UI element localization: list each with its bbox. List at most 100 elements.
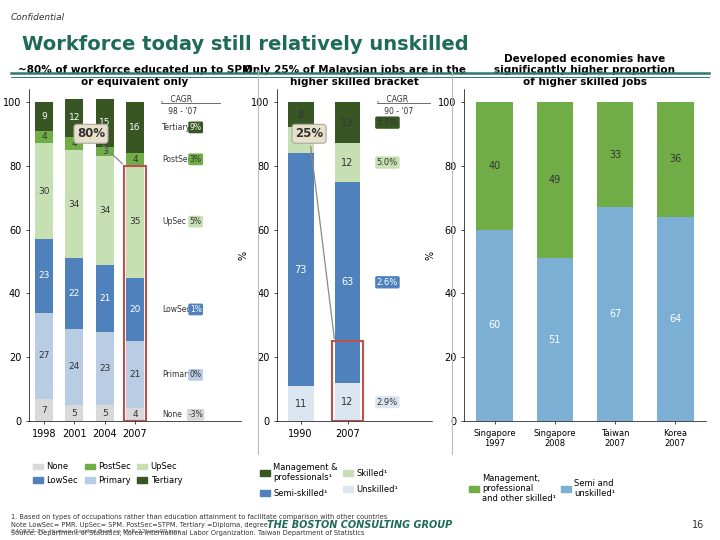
Bar (96, 156, 114, 265)
Bar (537, 102, 573, 258)
Text: Primary: Primary (162, 370, 192, 380)
Text: 7: 7 (41, 406, 47, 415)
Bar (657, 217, 693, 421)
Text: 34: 34 (68, 200, 80, 208)
Y-axis label: %: % (426, 251, 436, 260)
Legend: Management &
professionals¹, Semi-skilled¹, Skilled¹, Unskilled¹: Management & professionals¹, Semi-skille… (260, 463, 398, 498)
Text: 20: 20 (130, 305, 140, 314)
Text: 2.6%: 2.6% (377, 278, 398, 287)
Bar (66, 150, 84, 258)
Text: 2.9%: 2.9% (377, 397, 398, 407)
Text: 5%: 5% (189, 217, 202, 226)
Text: 11: 11 (294, 399, 307, 409)
Text: ,   CAGR
   90 - '07: , CAGR 90 - '07 (377, 96, 413, 116)
Bar (126, 102, 144, 153)
Text: 5: 5 (102, 409, 107, 418)
Text: 16: 16 (130, 123, 140, 132)
Text: UpSec: UpSec (162, 217, 186, 226)
Text: 8: 8 (297, 135, 304, 145)
Text: 60: 60 (488, 320, 500, 330)
Text: 16: 16 (692, 520, 704, 530)
Bar (96, 332, 114, 405)
Text: None: None (162, 410, 182, 420)
Text: 13: 13 (341, 118, 354, 127)
Text: 5.7%: 5.7% (377, 118, 398, 127)
Bar (66, 258, 84, 329)
Text: THE BOSTON CONSULTING GROUP: THE BOSTON CONSULTING GROUP (267, 520, 453, 530)
Text: 12: 12 (341, 397, 354, 407)
Title: Developed economies have
significantly higher proportion
of higher skilled jobs: Developed economies have significantly h… (495, 54, 675, 87)
Bar (126, 408, 144, 421)
Bar (288, 153, 313, 386)
Text: 23: 23 (38, 272, 50, 280)
Bar (537, 258, 573, 421)
Text: 27: 27 (38, 351, 50, 360)
Text: 64: 64 (670, 314, 682, 324)
Bar (335, 144, 361, 181)
Bar (335, 383, 361, 421)
Bar (288, 127, 313, 153)
Text: 51: 51 (549, 335, 561, 345)
Text: 8: 8 (297, 110, 304, 120)
Text: Confidential: Confidential (11, 14, 65, 23)
Bar (35, 131, 53, 144)
Bar (126, 153, 144, 166)
Text: 23: 23 (99, 364, 110, 373)
Bar (96, 99, 114, 146)
Text: 21: 21 (130, 370, 140, 380)
Legend: Management,
professional
and other skilled¹, Semi and
unskilled¹: Management, professional and other skill… (469, 474, 616, 503)
Bar (126, 166, 144, 278)
Text: 4: 4 (41, 132, 47, 141)
Bar (96, 146, 114, 156)
Text: LowSec: LowSec (162, 305, 191, 314)
Text: 4: 4 (71, 139, 77, 148)
Bar (288, 102, 313, 127)
Bar (35, 102, 53, 131)
Bar (477, 230, 513, 421)
Text: 80%: 80% (77, 127, 122, 164)
Text: 240832-20- Human Capital Bsef co MsE-22June09.ppc: 240832-20- Human Capital Bsef co MsE-22J… (11, 529, 181, 534)
Bar (597, 207, 633, 421)
Text: 73: 73 (294, 265, 307, 274)
Text: 36: 36 (670, 154, 682, 164)
Text: 21: 21 (99, 294, 110, 303)
Title: ~80% of workforce educated up to SPM
or equivalent only: ~80% of workforce educated up to SPM or … (18, 65, 252, 87)
Text: 12: 12 (68, 113, 80, 123)
Bar (96, 405, 114, 421)
Text: 0%: 0% (189, 370, 202, 380)
Bar (657, 102, 693, 217)
Text: Tertiary: Tertiary (162, 123, 192, 132)
Text: 9%: 9% (189, 123, 202, 132)
Text: 63: 63 (341, 278, 354, 287)
Bar (477, 102, 513, 230)
Bar (333, 341, 363, 421)
Text: 12: 12 (341, 158, 354, 167)
Bar (335, 102, 361, 144)
Text: 33: 33 (609, 150, 621, 159)
Bar (126, 341, 144, 408)
Text: 3: 3 (102, 147, 107, 156)
Text: 49: 49 (549, 175, 561, 185)
Text: ,   CAGR
   98 - '07: , CAGR 98 - '07 (161, 96, 197, 116)
Y-axis label: %: % (238, 251, 248, 260)
Bar (66, 99, 84, 137)
Bar (66, 329, 84, 405)
Text: 1%: 1% (190, 305, 202, 314)
Text: 3%: 3% (189, 155, 202, 164)
Bar (288, 386, 313, 421)
Text: 30: 30 (38, 187, 50, 196)
Text: 22: 22 (68, 289, 80, 298)
Text: 15: 15 (99, 118, 110, 127)
Text: -3%: -3% (189, 410, 203, 420)
Bar (35, 239, 53, 313)
Bar (66, 137, 84, 150)
Text: 40: 40 (488, 161, 500, 171)
Bar (597, 102, 633, 207)
Text: Workforce today still relatively unskilled: Workforce today still relatively unskill… (22, 35, 468, 54)
Text: 34: 34 (99, 206, 110, 215)
Text: 1. Based on types of occupations rather than education attainment to facilitate : 1. Based on types of occupations rather … (11, 514, 387, 536)
Bar (125, 166, 145, 421)
Bar (66, 405, 84, 421)
Text: 5: 5 (71, 409, 77, 418)
Text: 4: 4 (132, 410, 138, 420)
